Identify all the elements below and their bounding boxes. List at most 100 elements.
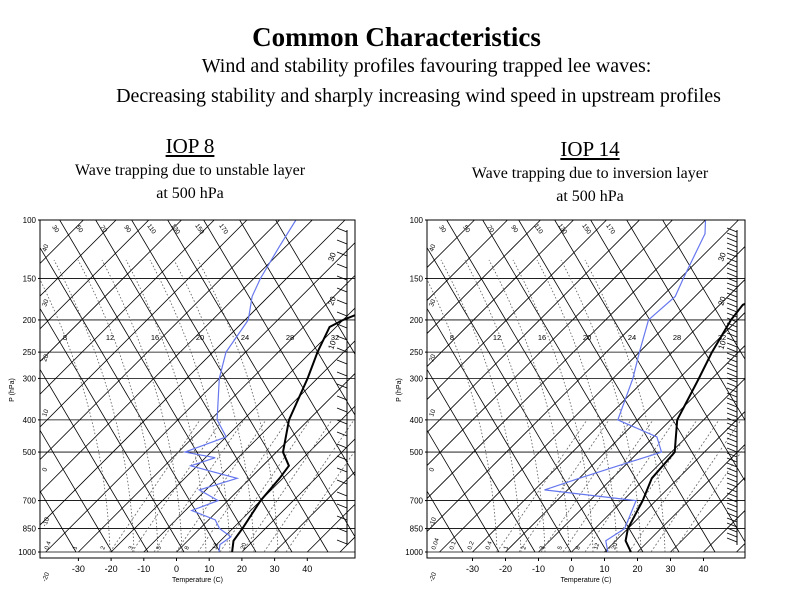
iop14-desc-line1: Wave trapping due to inversion layer	[471, 165, 709, 182]
mixing-ratio-line	[131, 419, 223, 553]
isotherm-line	[110, 307, 355, 553]
height-label: 32	[718, 333, 726, 342]
isotherm-line	[571, 377, 745, 553]
subtitle-line-1: Wind and stability profiles favouring tr…	[201, 55, 652, 77]
height-label: 12	[493, 333, 501, 342]
iop8-title: IOP 8	[165, 134, 215, 158]
moist-adiabat-line	[488, 259, 570, 553]
height-label: 8	[63, 333, 67, 342]
y-tick-label: 200	[410, 316, 424, 325]
wind-barb	[726, 407, 738, 413]
height-label: 8	[450, 333, 454, 342]
mixing-ratio-label: 3	[539, 545, 546, 551]
moist-adiabat-line	[77, 259, 159, 553]
wind-barb	[336, 503, 348, 509]
wind-barb	[726, 487, 738, 493]
isotherm-line	[78, 274, 355, 553]
y-tick-label: 700	[410, 497, 424, 506]
wind-barb	[726, 247, 738, 253]
iop8-heading: IOP 8 Wave trapping due to unstable laye…	[20, 134, 360, 204]
y-tick-label: 100	[23, 216, 37, 225]
isotherm-line	[40, 220, 346, 526]
mixing-ratio-line	[175, 419, 267, 553]
height-label: 24	[628, 333, 636, 342]
x-tick-label: 40	[302, 564, 312, 574]
dry-adiabat-line	[518, 220, 716, 553]
mixing-ratio-line	[606, 419, 698, 553]
isotherm-label: 150	[580, 223, 592, 236]
wind-barb	[336, 383, 348, 389]
dry-adiabat-line	[95, 220, 293, 553]
wind-barb	[336, 359, 348, 365]
y-axis-label: P (hPa)	[396, 378, 403, 402]
moist-adiabat-line	[53, 259, 135, 553]
height-scale-label: 30	[716, 251, 728, 263]
wind-barb	[336, 263, 348, 269]
y-tick-label: 850	[410, 525, 424, 534]
mixing-ratio-label: 2	[521, 545, 528, 551]
adiabat-label: 0	[428, 467, 436, 473]
isotherm-label: 110	[532, 223, 544, 236]
iop14-desc-line2: at 500 hPa	[556, 188, 624, 205]
wind-barb	[726, 292, 738, 298]
isotherm-line	[427, 220, 739, 533]
adiabat-label: -20	[41, 571, 51, 583]
isotherm-label: 90	[509, 224, 519, 234]
wind-barb	[726, 237, 738, 243]
moist-adiabat-line	[427, 278, 498, 553]
height-label: 28	[286, 333, 294, 342]
dry-adiabat-line	[427, 307, 572, 553]
height-scale-label: 30	[326, 251, 338, 263]
dry-adiabat-line	[554, 220, 745, 543]
dry-adiabat-line	[427, 246, 608, 553]
wind-barb	[726, 427, 738, 433]
mixing-ratio-line	[672, 445, 745, 553]
y-tick-label: 150	[23, 274, 37, 283]
isotherm-line	[40, 220, 150, 330]
isotherm-line	[40, 220, 280, 461]
wind-barb	[726, 242, 738, 248]
isotherm-label: 70	[485, 224, 495, 234]
isotherm-line	[472, 278, 745, 553]
x-tick-label: 40	[698, 564, 708, 574]
dry-adiabat-line	[427, 429, 500, 553]
wind-barb	[336, 455, 348, 461]
adiabat-label: 10	[41, 408, 50, 418]
dry-adiabat-line	[63, 180, 283, 552]
x-tick-label: 20	[237, 564, 247, 574]
wind-barb	[726, 282, 738, 288]
mixing-ratio-label: 2	[100, 545, 107, 551]
mixing-ratio-label: 20	[240, 542, 248, 551]
mixing-ratio-label: 20	[611, 542, 619, 551]
wind-barb	[726, 352, 738, 358]
y-tick-label: 500	[23, 448, 37, 457]
isotherm-label: 170	[604, 223, 616, 236]
wind-barb	[726, 512, 738, 518]
dry-adiabat-line	[40, 246, 221, 553]
wind-barb	[726, 372, 738, 378]
mixing-ratio-line	[562, 419, 654, 553]
wind-barb	[726, 357, 738, 363]
isotherm-label: 110	[145, 223, 157, 236]
x-tick-label: 10	[204, 564, 214, 574]
moist-adiabat-line	[560, 259, 642, 553]
wind-barb	[726, 297, 738, 303]
wind-barb	[726, 522, 738, 528]
iop8-desc-line1: Wave trapping due to unstable layer	[74, 162, 306, 179]
wind-barb	[726, 442, 738, 448]
wind-barb	[336, 275, 348, 281]
dry-adiabat-line	[446, 220, 644, 553]
isotherm-label: 30	[50, 224, 60, 234]
iop14-temperature-line	[624, 302, 745, 553]
y-tick-label: 850	[23, 525, 37, 534]
wind-barb	[726, 397, 738, 403]
height-label: 20	[196, 333, 204, 342]
mixing-ratio-line	[153, 419, 245, 553]
wind-barb	[726, 457, 738, 463]
height-scale-label: 10	[326, 339, 338, 351]
wind-barb	[726, 232, 738, 238]
wind-barb	[336, 251, 348, 257]
wind-barb	[336, 515, 348, 521]
x-tick-label: 0	[174, 564, 179, 574]
